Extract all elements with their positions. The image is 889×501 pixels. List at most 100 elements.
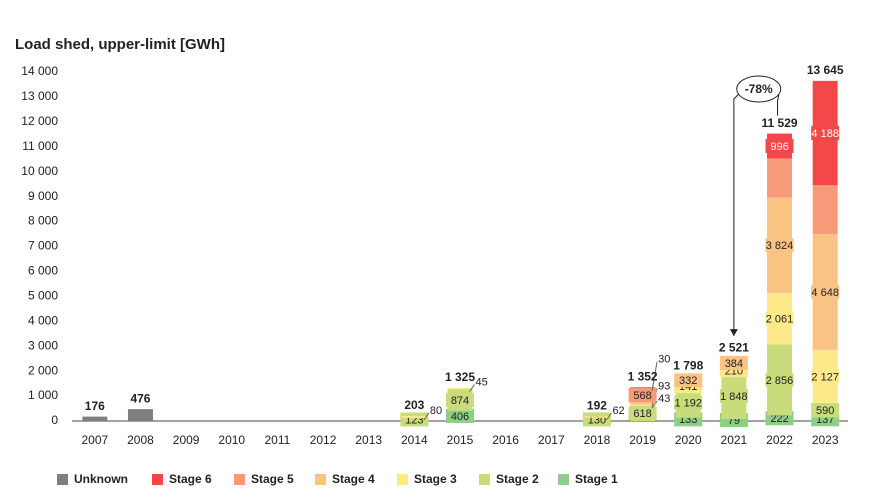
- legend-swatch: [558, 474, 569, 485]
- legend-swatch: [479, 474, 490, 485]
- annotation-line: [777, 94, 780, 116]
- legend-swatch: [152, 474, 163, 485]
- data-label: 996: [770, 141, 788, 153]
- legend-label: Stage 2: [496, 472, 539, 486]
- data-label: 2 856: [766, 375, 794, 387]
- y-tick-label: 3 000: [28, 338, 58, 352]
- data-label: 43: [658, 393, 670, 405]
- total-label: 203: [404, 398, 424, 412]
- y-tick-label: 13 000: [21, 89, 58, 103]
- label-box: [765, 139, 794, 154]
- data-label: 384: [725, 358, 743, 370]
- label-box: [719, 355, 748, 370]
- legend-swatch: [315, 474, 326, 485]
- legend-swatch: [397, 474, 408, 485]
- x-tick-label: 2010: [218, 433, 245, 447]
- y-tick-label: 2 000: [28, 363, 58, 377]
- data-label: 2 061: [766, 313, 794, 325]
- leader-line: [651, 361, 658, 391]
- label-box: [811, 126, 840, 141]
- bar-segment: [584, 416, 610, 418]
- x-tick-label: 2009: [173, 433, 200, 447]
- arrow-head: [729, 329, 738, 337]
- y-tick-label: 6 000: [28, 264, 58, 278]
- y-tick-label: 9 000: [28, 189, 58, 203]
- total-label: 1 798: [673, 358, 703, 372]
- data-label: 2 127: [811, 371, 839, 383]
- legend-label: Stage 1: [575, 472, 618, 486]
- leader-line: [469, 384, 475, 392]
- x-tick-label: 2015: [447, 433, 474, 447]
- leader-line: [423, 412, 430, 421]
- total-label: 2 521: [719, 340, 749, 354]
- bar-segment: [630, 402, 656, 405]
- annotation-ellipse: [736, 75, 782, 103]
- x-tick-label: 2020: [675, 433, 702, 447]
- y-tick-label: 14 000: [21, 64, 58, 78]
- leader-line: [651, 400, 658, 409]
- label-box: [719, 388, 748, 403]
- leader-line: [606, 412, 612, 421]
- label-box: [811, 403, 840, 418]
- label-box: [674, 373, 703, 388]
- data-label: 4 648: [811, 287, 839, 299]
- y-tick-label: 1 000: [28, 388, 58, 402]
- x-tick-label: 2007: [81, 433, 108, 447]
- data-label: 1 848: [720, 391, 748, 403]
- x-tick-label: 2018: [584, 433, 611, 447]
- bar-segment: [630, 404, 656, 406]
- data-label: 93: [658, 380, 670, 392]
- label-box: [446, 392, 474, 407]
- x-tick-label: 2019: [629, 433, 656, 447]
- y-tick-label: 0: [51, 413, 58, 427]
- x-tick-label: 2021: [721, 433, 748, 447]
- total-label: 11 529: [762, 116, 798, 130]
- data-label: 45: [476, 376, 488, 388]
- label-box: [765, 372, 794, 387]
- y-tick-label: 10 000: [21, 164, 58, 178]
- total-label: 176: [85, 399, 105, 413]
- x-tick-label: 2022: [766, 433, 793, 447]
- x-tick-label: 2017: [538, 433, 565, 447]
- label-box: [446, 408, 474, 423]
- label-box: [765, 238, 794, 253]
- data-label: 1 192: [674, 398, 702, 410]
- total-label: 1 325: [445, 370, 475, 384]
- label-box: [674, 395, 703, 410]
- x-tick-label: 2012: [310, 433, 337, 447]
- chart-title: Load shed, upper-limit [GWh]: [15, 36, 225, 53]
- total-label: 13 645: [807, 63, 844, 77]
- x-tick-label: 2014: [401, 433, 428, 447]
- bar-segment: [127, 409, 153, 421]
- data-label: 30: [658, 354, 670, 366]
- data-label: 332: [679, 375, 697, 387]
- data-label: 222: [770, 413, 788, 425]
- data-label: 618: [633, 408, 651, 420]
- data-label: 80: [430, 405, 442, 417]
- x-tick-label: 2023: [812, 433, 839, 447]
- legend-label: Unknown: [74, 472, 128, 486]
- data-label: 874: [451, 395, 469, 407]
- y-tick-label: 11 000: [22, 139, 58, 153]
- label-box: [765, 311, 794, 326]
- data-label: 406: [451, 411, 469, 423]
- annotation-arrow: [733, 93, 740, 337]
- legend-label: Stage 4: [332, 472, 375, 486]
- bar-segment: [447, 387, 473, 390]
- label-box: [582, 412, 611, 427]
- y-tick-label: 5 000: [28, 289, 58, 303]
- legend-label: Stage 5: [251, 472, 294, 486]
- data-label: 4 188: [811, 128, 839, 140]
- y-tick-label: 4 000: [28, 313, 58, 327]
- bar-segment: [812, 185, 838, 234]
- bar-segment: [401, 415, 427, 418]
- label-box: [628, 388, 657, 403]
- x-tick-label: 2008: [127, 433, 154, 447]
- label-box: [628, 406, 657, 421]
- annotation: -78%: [745, 82, 773, 96]
- bar-segment: [82, 416, 108, 421]
- y-tick-label: 7 000: [28, 239, 58, 253]
- data-label: 590: [816, 405, 834, 417]
- data-label: 62: [612, 405, 624, 417]
